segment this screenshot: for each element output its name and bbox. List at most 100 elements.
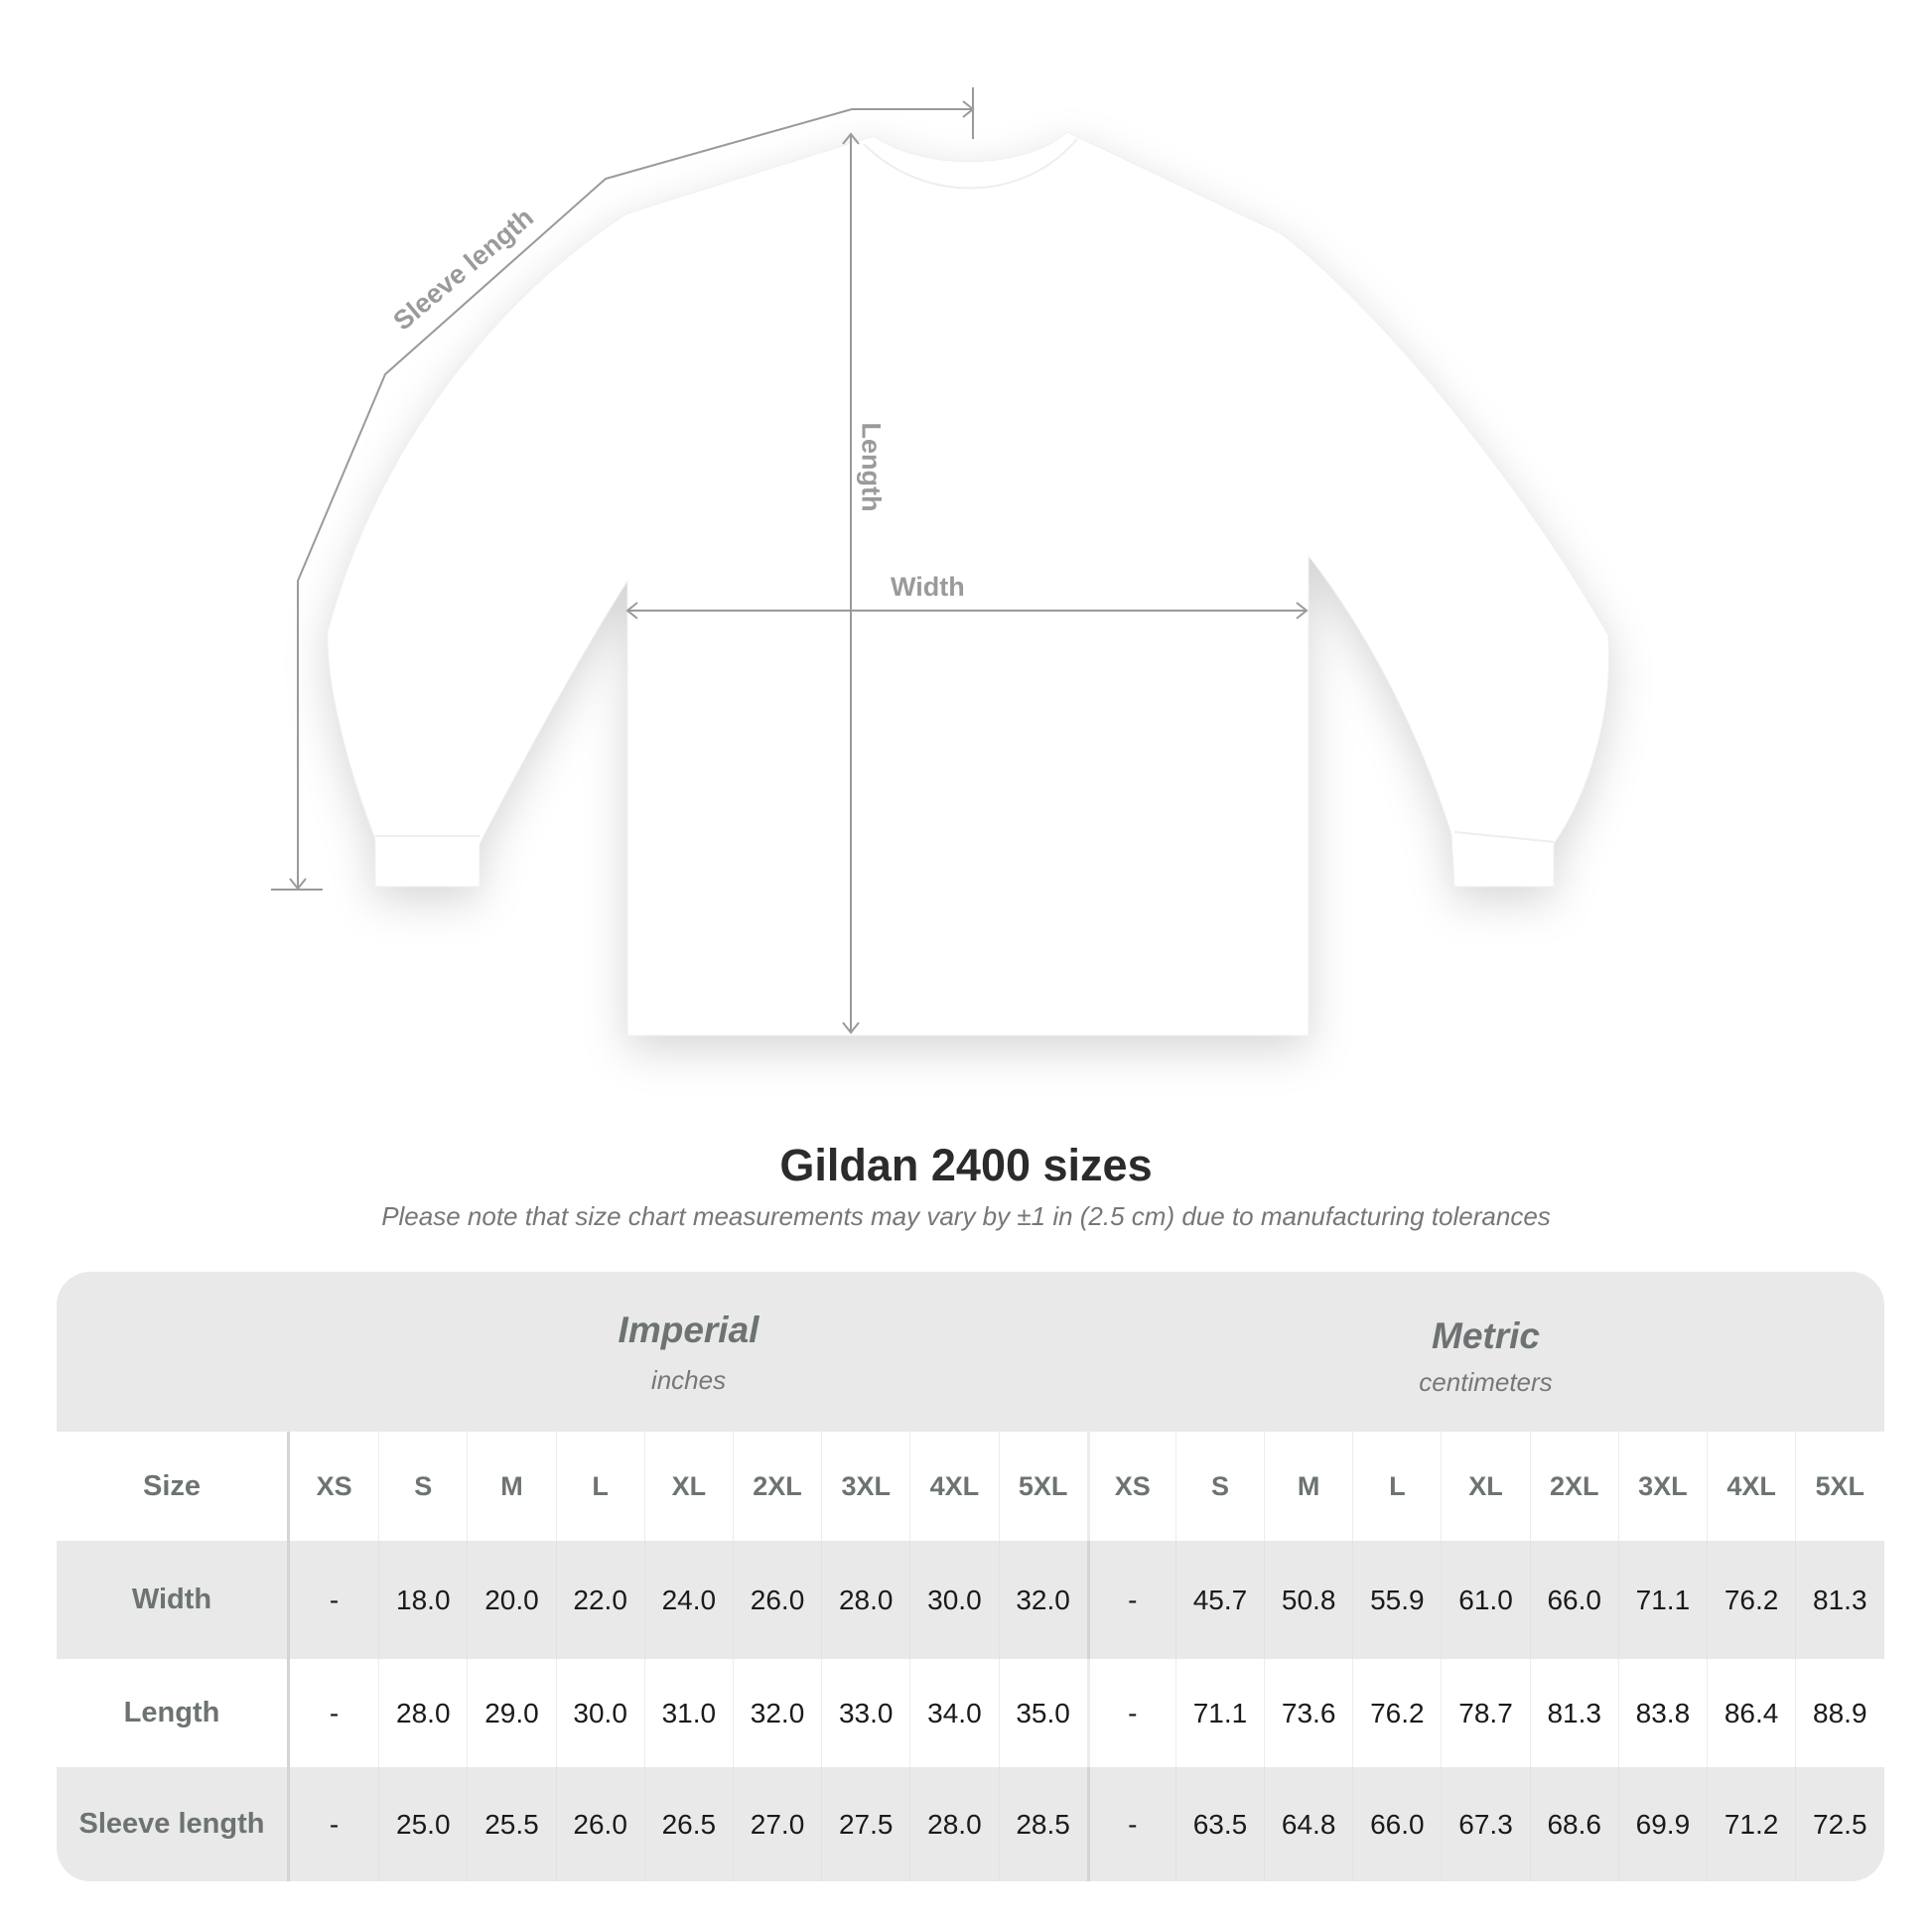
metric-value-cell: 81.3	[1529, 1659, 1618, 1767]
imperial-value-cell: -	[329, 1584, 340, 1615]
metric-value-cell: 86.4	[1707, 1659, 1795, 1767]
imperial-value-cell: 26.0	[555, 1767, 644, 1881]
imperial-value-cell: 28.0	[378, 1659, 467, 1767]
metric-value-cell: 71.1	[1174, 1659, 1264, 1767]
width-label: Width	[891, 572, 965, 602]
metric-size-header: 5XL	[1795, 1432, 1883, 1541]
metric-value-cell: 73.6	[1264, 1659, 1352, 1767]
metric-size-header: 2XL	[1529, 1432, 1618, 1541]
metric-size-header: 3XL	[1617, 1432, 1707, 1541]
imperial-size-header: 5XL	[998, 1432, 1087, 1541]
metric-value-cell: -	[1086, 1541, 1175, 1659]
metric-value-cell: 50.8	[1264, 1541, 1352, 1659]
metric-header: Metric centimeters	[1087, 1272, 1884, 1475]
row-label: Width	[57, 1541, 290, 1659]
imperial-value-cell: -	[329, 1808, 340, 1840]
table-row: Width -18.0 20.0 22.0 24.0 26.0 28.0 30.0 32.0-4…	[57, 1541, 1884, 1659]
page-title: Gildan 2400 sizes	[779, 1140, 1153, 1190]
metric-value-cell: 69.9	[1617, 1767, 1707, 1881]
length-label: Length	[856, 422, 887, 512]
metric-title: Metric	[1432, 1315, 1540, 1356]
metric-value-cell: 67.3	[1441, 1767, 1529, 1881]
imperial-size-header: XL	[643, 1432, 733, 1541]
metric-size-header: S	[1174, 1432, 1264, 1541]
width-arrow-left	[625, 602, 638, 620]
imperial-value-cell: 25.0	[378, 1767, 467, 1881]
metric-value-cell: 81.3	[1795, 1541, 1883, 1659]
row-label: Sleeve length	[57, 1767, 290, 1881]
imperial-size-header: 2XL	[732, 1432, 821, 1541]
size-table: Imperial inches Metric centimeters Size X…	[57, 1272, 1884, 1881]
imperial-size-header: L	[555, 1432, 644, 1541]
metric-size-header: XS	[1086, 1432, 1175, 1541]
imperial-value-cell: 32.0	[998, 1541, 1087, 1659]
metric-value-cell: 71.2	[1707, 1767, 1795, 1881]
table-row: Sleeve length -25.0 25.5 26.0 26.5 27.0 27.5 28…	[57, 1767, 1884, 1881]
metric-size-header: M	[1264, 1432, 1352, 1541]
imperial-value-cell: 27.5	[821, 1767, 909, 1881]
imperial-value-cell: -	[329, 1697, 340, 1728]
long-sleeve-shirt-illustration	[327, 131, 1610, 1036]
cuff-seam-right	[1453, 831, 1555, 843]
imperial-value-cell: 27.0	[732, 1767, 821, 1881]
imperial-size-header: 4XL	[909, 1432, 998, 1541]
sleeve-arrow-top	[962, 100, 975, 118]
imperial-value-cell: 30.0	[909, 1541, 998, 1659]
length-arrow-top	[842, 132, 860, 145]
metric-value-cell: 68.6	[1529, 1767, 1618, 1881]
imperial-value-cell: 31.0	[643, 1659, 733, 1767]
metric-value-cell: 45.7	[1174, 1541, 1264, 1659]
metric-value-cell: 55.9	[1352, 1541, 1441, 1659]
metric-value-cell: -	[1086, 1659, 1175, 1767]
imperial-size-header: S	[378, 1432, 467, 1541]
row-label: Size	[57, 1432, 290, 1541]
imperial-value-cell: 32.0	[732, 1659, 821, 1767]
metric-value-cell: 76.2	[1352, 1659, 1441, 1767]
metric-value-cell: 61.0	[1441, 1541, 1529, 1659]
row-label: Length	[57, 1659, 290, 1767]
metric-size-header: XL	[1441, 1432, 1529, 1541]
collar-seam	[863, 138, 1078, 190]
sleeve-arrow-bottom	[289, 878, 307, 891]
imperial-value-cell: 28.0	[909, 1767, 998, 1881]
metric-size-header: 4XL	[1707, 1432, 1795, 1541]
width-arrow-right	[1296, 602, 1309, 620]
measurement-lines	[271, 87, 1309, 1035]
length-arrow-bottom	[842, 1022, 860, 1035]
imperial-unit: inches	[650, 1365, 727, 1395]
metric-unit: centimeters	[1419, 1367, 1553, 1397]
imperial-value-cell: 34.0	[909, 1659, 998, 1767]
imperial-value-cell: 29.0	[467, 1659, 555, 1767]
imperial-size-header: XS	[316, 1470, 352, 1501]
size-header-row: Size XS S M L XL 2XL 3XL 4XL 5XL XS S M L XL 2XL 3XL 4XL 5…	[57, 1432, 1884, 1541]
metric-value-cell: 63.5	[1174, 1767, 1264, 1881]
metric-size-header: L	[1352, 1432, 1441, 1541]
imperial-value-cell: 20.0	[467, 1541, 555, 1659]
imperial-header: Imperial inches	[290, 1272, 1087, 1469]
imperial-value-cell: 26.5	[643, 1767, 733, 1881]
imperial-value-cell: 25.5	[467, 1767, 555, 1881]
sleeve-length-line	[297, 108, 973, 889]
imperial-size-header: M	[467, 1432, 555, 1541]
metric-value-cell: -	[1086, 1767, 1175, 1881]
imperial-value-cell: 35.0	[998, 1659, 1087, 1767]
table-row: Length -28.0 29.0 30.0 31.0 32.0 33.0 34.0 35.0-…	[57, 1659, 1884, 1767]
imperial-size-header: 3XL	[821, 1432, 909, 1541]
imperial-value-cell: 28.5	[998, 1767, 1087, 1881]
metric-value-cell: 64.8	[1264, 1767, 1352, 1881]
metric-value-cell: 72.5	[1795, 1767, 1883, 1881]
imperial-value-cell: 24.0	[643, 1541, 733, 1659]
imperial-value-cell: 26.0	[732, 1541, 821, 1659]
imperial-value-cell: 30.0	[555, 1659, 644, 1767]
imperial-value-cell: 18.0	[378, 1541, 467, 1659]
metric-value-cell: 71.1	[1617, 1541, 1707, 1659]
imperial-value-cell: 28.0	[821, 1541, 909, 1659]
metric-value-cell: 78.7	[1441, 1659, 1529, 1767]
metric-value-cell: 83.8	[1617, 1659, 1707, 1767]
metric-value-cell: 66.0	[1529, 1541, 1618, 1659]
imperial-value-cell: 33.0	[821, 1659, 909, 1767]
metric-value-cell: 88.9	[1795, 1659, 1883, 1767]
shirt-shape	[327, 131, 1610, 1036]
imperial-value-cell: 22.0	[555, 1541, 644, 1659]
metric-value-cell: 66.0	[1352, 1767, 1441, 1881]
